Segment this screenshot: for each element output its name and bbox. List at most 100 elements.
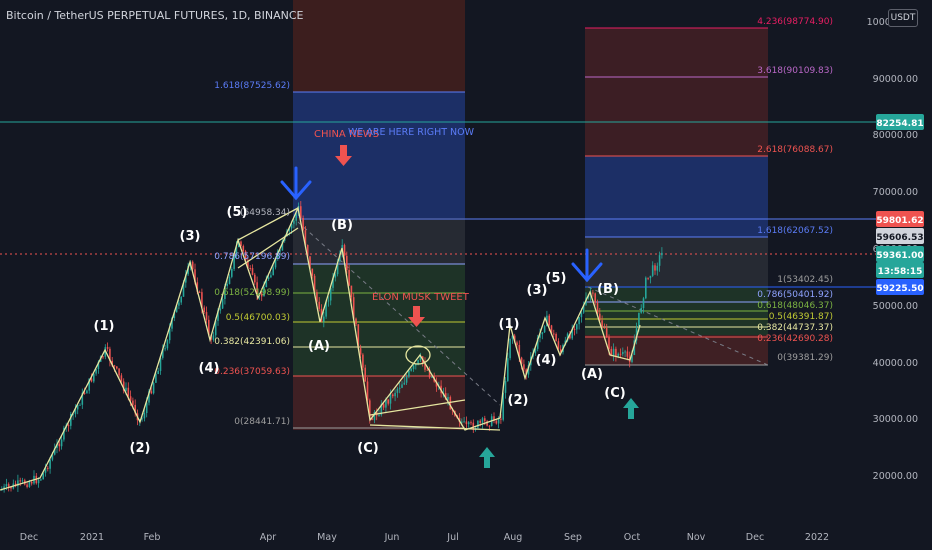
candle-body [511, 335, 514, 339]
candle-body [88, 378, 90, 391]
zone-red-left [293, 376, 465, 430]
fib-right-label: 0.382(44737.37) [757, 323, 833, 333]
candle-body [111, 360, 113, 366]
candle-body [622, 351, 624, 355]
candle-body [582, 304, 585, 313]
candle-body [208, 319, 210, 336]
unit-button[interactable]: USDT [888, 9, 918, 27]
y-tick-label: 40000.00 [873, 358, 918, 369]
candle-body [594, 293, 596, 303]
red-arrow-china [335, 145, 352, 166]
fib-right-label: 0.236(42690.28) [757, 334, 833, 344]
candle-body [270, 275, 272, 278]
candle-body [242, 246, 245, 252]
candle-body [355, 318, 357, 325]
candle-body [382, 404, 385, 408]
candle-body [633, 340, 636, 355]
candle-body [504, 380, 507, 393]
candle-body [605, 328, 608, 338]
candle-body [148, 391, 150, 403]
candle-body [196, 282, 199, 292]
candle-body [3, 486, 5, 490]
candle-body [134, 404, 136, 414]
candle-body [194, 269, 196, 283]
candle-body [141, 418, 143, 420]
wave-label: (1) [94, 319, 115, 334]
candle-body [447, 397, 449, 400]
wedge-5 [237, 207, 299, 269]
price-label: 59225.50 [876, 284, 923, 294]
candle-body [599, 313, 601, 321]
candle-body [578, 317, 580, 325]
candle-body [486, 421, 488, 426]
candle-body [640, 308, 642, 313]
price-label-box [876, 211, 924, 227]
candle-body [366, 381, 369, 401]
candle-body [214, 320, 217, 336]
candle-body [249, 267, 251, 269]
candle-body [555, 334, 557, 342]
candle-body [51, 454, 54, 460]
candle-body [19, 480, 21, 482]
candle-body [412, 365, 415, 369]
zone-blue-right [585, 156, 768, 237]
candle-body [272, 267, 274, 276]
wave-label: (A) [581, 367, 603, 382]
candle-body [601, 320, 603, 328]
candle-body [113, 365, 116, 367]
candle-body [497, 418, 500, 424]
candle-body [359, 348, 362, 355]
zone-gray-right [585, 237, 768, 287]
candle-body [615, 348, 617, 357]
candle-body [70, 413, 72, 426]
wave-label: (2) [130, 441, 151, 456]
x-tick-label: Dec [20, 532, 38, 543]
candle-body [557, 341, 560, 350]
candle-body [444, 393, 447, 400]
fib-left-label: 0(28441.71) [234, 417, 290, 427]
x-tick-label: Aug [504, 532, 523, 543]
candle-body [415, 364, 417, 366]
candle-body [28, 481, 31, 487]
candle-body [573, 328, 576, 330]
candle-body [610, 348, 613, 356]
zone-top [293, 0, 465, 92]
candle-body [465, 421, 468, 425]
candle-body [5, 484, 8, 487]
fib-right-label: 4.236(98774.90) [757, 17, 833, 27]
candle-body [484, 418, 486, 422]
candle-body [157, 370, 159, 374]
x-tick-label: 2021 [80, 532, 104, 543]
candle-body [435, 381, 438, 387]
candle-body [290, 223, 293, 229]
candle-body [83, 392, 86, 394]
y-tick-label: 70000.00 [873, 187, 918, 198]
candle-body [95, 368, 97, 374]
fib-right-label: 0.786(50401.92) [757, 290, 833, 300]
candle-body [182, 282, 185, 297]
wave-label: (B) [597, 282, 619, 297]
fib-right-label: 2.618(76088.67) [757, 145, 833, 155]
fib-left-label: 0.5(46700.03) [226, 313, 290, 323]
candle-body [10, 486, 12, 489]
candle-body [592, 292, 594, 294]
candle-body [228, 276, 231, 284]
candle-body [233, 254, 235, 269]
price-label: 82254.81 [876, 119, 923, 129]
candle-body [495, 420, 498, 424]
candle-body [247, 260, 249, 268]
candle-body [323, 316, 325, 322]
candle-body [118, 368, 120, 376]
y-tick-label: 20000.00 [873, 471, 918, 482]
wave-label: (1) [499, 317, 520, 332]
zone-red-right-top [585, 28, 768, 156]
candle-body [654, 265, 656, 271]
candle-body [539, 334, 541, 338]
candle-body [472, 422, 475, 430]
candle-body [175, 305, 178, 313]
candle-body [364, 367, 366, 382]
price-label-box [876, 228, 924, 244]
fib-left-label: 0.382(42391.06) [214, 337, 290, 347]
candle-body [40, 479, 42, 481]
